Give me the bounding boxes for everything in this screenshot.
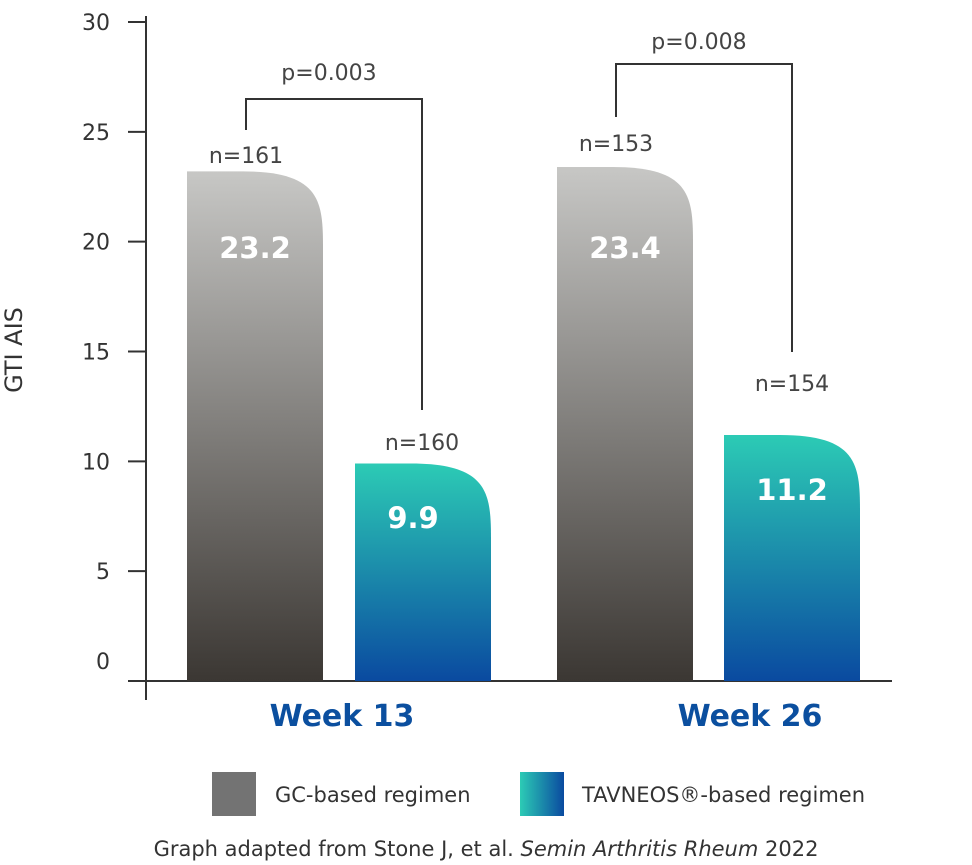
citation-journal: Semin Arthritis Rheum: [521, 837, 759, 861]
bar-week13-tavneos: [355, 463, 491, 681]
y-tick-label-30: 30: [82, 11, 110, 36]
y-tick-label-5: 5: [96, 560, 110, 585]
citation: Graph adapted from Stone J, et al. Semin…: [154, 837, 819, 861]
value-label-week26-gc: 23.4: [589, 231, 661, 265]
y-tick-label-10: 10: [82, 450, 110, 475]
value-label-week26-tavneos: 11.2: [756, 473, 828, 507]
n-label-week26-tavneos: n=154: [755, 372, 829, 397]
significance-bracket-week13: [245, 98, 423, 410]
significance-bracket-week26: [615, 63, 793, 352]
legend-label-gc: GC-based regimen: [275, 783, 471, 807]
legend-swatch-gc: [212, 772, 256, 816]
value-label-week13-tavneos: 9.9: [387, 501, 438, 535]
bar-week13-gc: [187, 171, 323, 681]
bar-week26-tavneos: [724, 434, 860, 681]
y-axis-ticks: 0 5 10 15 20 25 30: [82, 11, 146, 675]
n-label-week26-gc: n=153: [579, 132, 653, 157]
citation-prefix: Graph adapted from Stone J, et al.: [154, 837, 521, 861]
legend-label-tavneos: TAVNEOS®-based regimen: [581, 783, 865, 807]
citation-year: 2022: [758, 837, 818, 861]
y-tick-label-25: 25: [82, 121, 110, 146]
y-axis-label: GTI AIS: [0, 307, 28, 393]
p-value-week13: p=0.003: [281, 61, 376, 86]
legend: GC-based regimen TAVNEOS®-based regimen: [212, 772, 865, 816]
bars-group: [187, 166, 860, 682]
y-tick-label-0: 0: [96, 650, 110, 675]
legend-swatch-tavneos: [520, 772, 564, 816]
category-label-week26: Week 26: [678, 699, 823, 734]
y-tick-label-15: 15: [82, 341, 110, 366]
p-value-week26: p=0.008: [651, 30, 746, 55]
n-label-week13-tavneos: n=160: [385, 431, 459, 456]
n-label-week13-gc: n=161: [209, 144, 283, 169]
value-label-week13-gc: 23.2: [219, 231, 291, 265]
category-label-week13: Week 13: [270, 699, 415, 734]
y-tick-label-20: 20: [82, 231, 110, 256]
bar-week26-gc: [557, 166, 693, 682]
